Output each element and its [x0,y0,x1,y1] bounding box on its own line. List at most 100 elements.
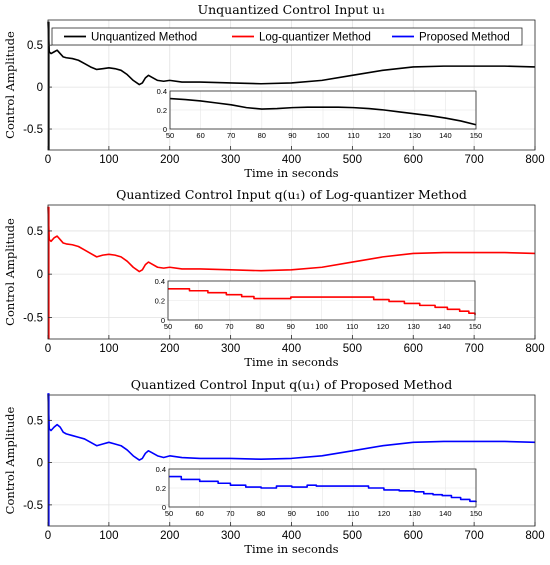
inset-x-tick-label: 120 [377,322,390,331]
x-tick-label: 800 [525,530,544,542]
x-tick-label: 800 [525,343,544,355]
chart-panel-2: Quantized Control Input q(u₁) of Log-qua… [3,187,545,369]
inset-x-tick-label: 120 [378,131,391,140]
chart-title: Quantized Control Input q(u₁) of Log-qua… [116,187,467,202]
inset-x-tick-label: 150 [469,322,482,331]
inset-x-tick-label: 130 [407,322,420,331]
legend-entry: Proposed Method [419,32,510,44]
x-tick-label: 700 [465,343,484,355]
inset-box [167,280,476,321]
inset-y-tick-label: 0 [161,316,165,325]
x-tick-label: 200 [160,154,179,166]
inset-x-tick-label: 100 [316,509,329,518]
inset-series-line [169,97,477,126]
inset-x-tick-label: 70 [225,322,233,331]
y-tick-label: 0 [37,82,43,94]
x-tick-label: 100 [99,343,118,355]
x-tick-label: 100 [99,530,118,542]
x-tick-label: 400 [282,343,301,355]
inset-x-tick-label: 80 [256,322,264,331]
inset-box [168,468,477,508]
inset-y-tick-label: 0.4 [156,465,166,474]
series-line [47,206,536,273]
inset-x-tick-label: 60 [195,322,203,331]
inset-x-tick-label: 110 [347,509,359,518]
y-axis-label: Control Amplitude [3,31,17,139]
x-tick-label: 400 [282,530,301,542]
x-tick-label: 300 [221,343,240,355]
inset-y-tick-label: 0 [163,125,167,134]
x-tick-label: 0 [45,343,51,355]
inset-plot: 50 60 70 80 90 100 110 120 130 140 150 0 0.2 0.4 [156,465,483,518]
inset-x-tick-label: 60 [196,131,204,140]
inset-series-line [169,475,477,503]
legend: Unquantized Method Log-quantizer Method Pr… [51,27,523,46]
inset-x-tick-label: 70 [226,509,234,518]
y-tick-label: -0.5 [23,312,43,324]
inset-y-tick-label: 0.4 [157,87,167,96]
inset-x-tick-label: 120 [378,509,391,518]
inset-y-tick-label: 0.2 [156,484,166,493]
inset-x-tick-label: 60 [196,509,204,518]
legend-entry: Unquantized Method [91,32,197,44]
chart-panel-3: Quantized Control Input q(u₁) of Propose… [3,377,545,556]
y-tick-label: 0.5 [27,415,43,427]
x-axis-label: Time in seconds [244,355,338,369]
y-tick-label: 0 [37,458,43,470]
x-tick-label: 600 [404,530,423,542]
inset-plot: 50 60 70 80 90 100 110 120 130 140 150 0 0.2 0.4 [155,277,482,331]
inset-x-tick-label: 50 [164,322,172,331]
chart-panel-1: Unquantized Control Input u₁ 0 100 200 300 40… [3,2,545,180]
inset-y-tick-label: 0.2 [155,297,165,306]
inset-x-tick-label: 50 [165,509,173,518]
x-tick-label: 700 [465,530,484,542]
chart-title: Unquantized Control Input u₁ [198,2,386,17]
inset-x-tick-label: 90 [288,131,296,140]
inset-x-tick-label: 140 [439,131,452,140]
x-axis-label: Time in seconds [244,166,338,180]
x-tick-label: 600 [404,343,423,355]
y-tick-label: 0.5 [27,40,43,52]
x-tick-label: 600 [404,154,423,166]
y-tick-label: -0.5 [23,124,43,136]
series-line [47,21,536,86]
inset-x-tick-label: 140 [438,322,451,331]
x-axis-label: Time in seconds [244,542,338,556]
inset-x-tick-label: 130 [408,509,421,518]
inset-x-tick-label: 90 [287,322,295,331]
inset-x-tick-label: 130 [409,131,422,140]
x-tick-label: 700 [465,154,484,166]
inset-x-tick-label: 100 [315,322,328,331]
x-tick-label: 800 [525,154,544,166]
y-tick-label: 0.5 [27,226,43,238]
inset-y-tick-label: 0 [162,503,166,512]
chart-title: Quantized Control Input q(u₁) of Propose… [131,377,452,392]
inset-plot: 50 60 70 80 90 100 110 120 130 140 150 0 0.2 0.4 [157,87,483,140]
inset-x-tick-label: 90 [288,509,296,518]
x-tick-label: 500 [343,343,362,355]
inset-x-tick-label: 150 [470,509,483,518]
inset-y-tick-label: 0.2 [157,106,167,115]
y-axis-label: Control Amplitude [3,406,17,514]
x-tick-label: 500 [343,530,362,542]
x-tick-label: 100 [99,154,118,166]
x-tick-label: 400 [282,154,301,166]
inset-x-tick-label: 70 [227,131,235,140]
inset-y-tick-label: 0.4 [155,277,165,286]
inset-x-tick-label: 150 [470,131,483,140]
inset-x-tick-label: 110 [348,131,360,140]
x-tick-label: 300 [221,154,240,166]
inset-x-tick-label: 50 [166,131,174,140]
inset-series-line [168,288,476,316]
series-line [47,393,536,461]
inset-x-tick-label: 100 [317,131,330,140]
legend-entry: Log-quantizer Method [259,32,371,44]
inset-x-tick-label: 80 [257,509,265,518]
x-tick-label: 200 [160,530,179,542]
legend-box [51,27,523,46]
inset-box [169,90,477,130]
inset-x-tick-label: 140 [439,509,452,518]
x-tick-label: 300 [221,530,240,542]
y-axis-label: Control Amplitude [3,218,17,326]
